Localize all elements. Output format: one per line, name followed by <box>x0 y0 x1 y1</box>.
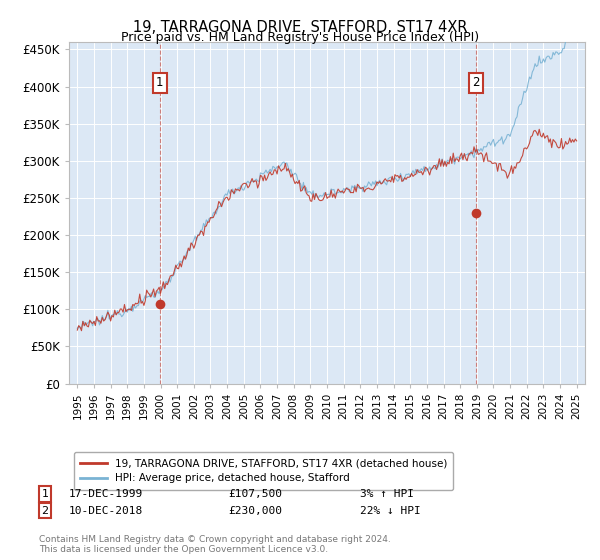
Text: Price paid vs. HM Land Registry's House Price Index (HPI): Price paid vs. HM Land Registry's House … <box>121 31 479 44</box>
Text: 2: 2 <box>472 76 480 90</box>
Text: 19, TARRAGONA DRIVE, STAFFORD, ST17 4XR: 19, TARRAGONA DRIVE, STAFFORD, ST17 4XR <box>133 20 467 35</box>
Text: £107,500: £107,500 <box>228 489 282 499</box>
Text: 1: 1 <box>41 489 49 499</box>
Text: Contains HM Land Registry data © Crown copyright and database right 2024.
This d: Contains HM Land Registry data © Crown c… <box>39 535 391 554</box>
Legend: 19, TARRAGONA DRIVE, STAFFORD, ST17 4XR (detached house), HPI: Average price, de: 19, TARRAGONA DRIVE, STAFFORD, ST17 4XR … <box>74 452 454 489</box>
Text: 17-DEC-1999: 17-DEC-1999 <box>69 489 143 499</box>
Text: 3% ↑ HPI: 3% ↑ HPI <box>360 489 414 499</box>
Text: 1: 1 <box>156 76 164 90</box>
Text: 2: 2 <box>41 506 49 516</box>
Text: 10-DEC-2018: 10-DEC-2018 <box>69 506 143 516</box>
Text: £230,000: £230,000 <box>228 506 282 516</box>
Text: 22% ↓ HPI: 22% ↓ HPI <box>360 506 421 516</box>
